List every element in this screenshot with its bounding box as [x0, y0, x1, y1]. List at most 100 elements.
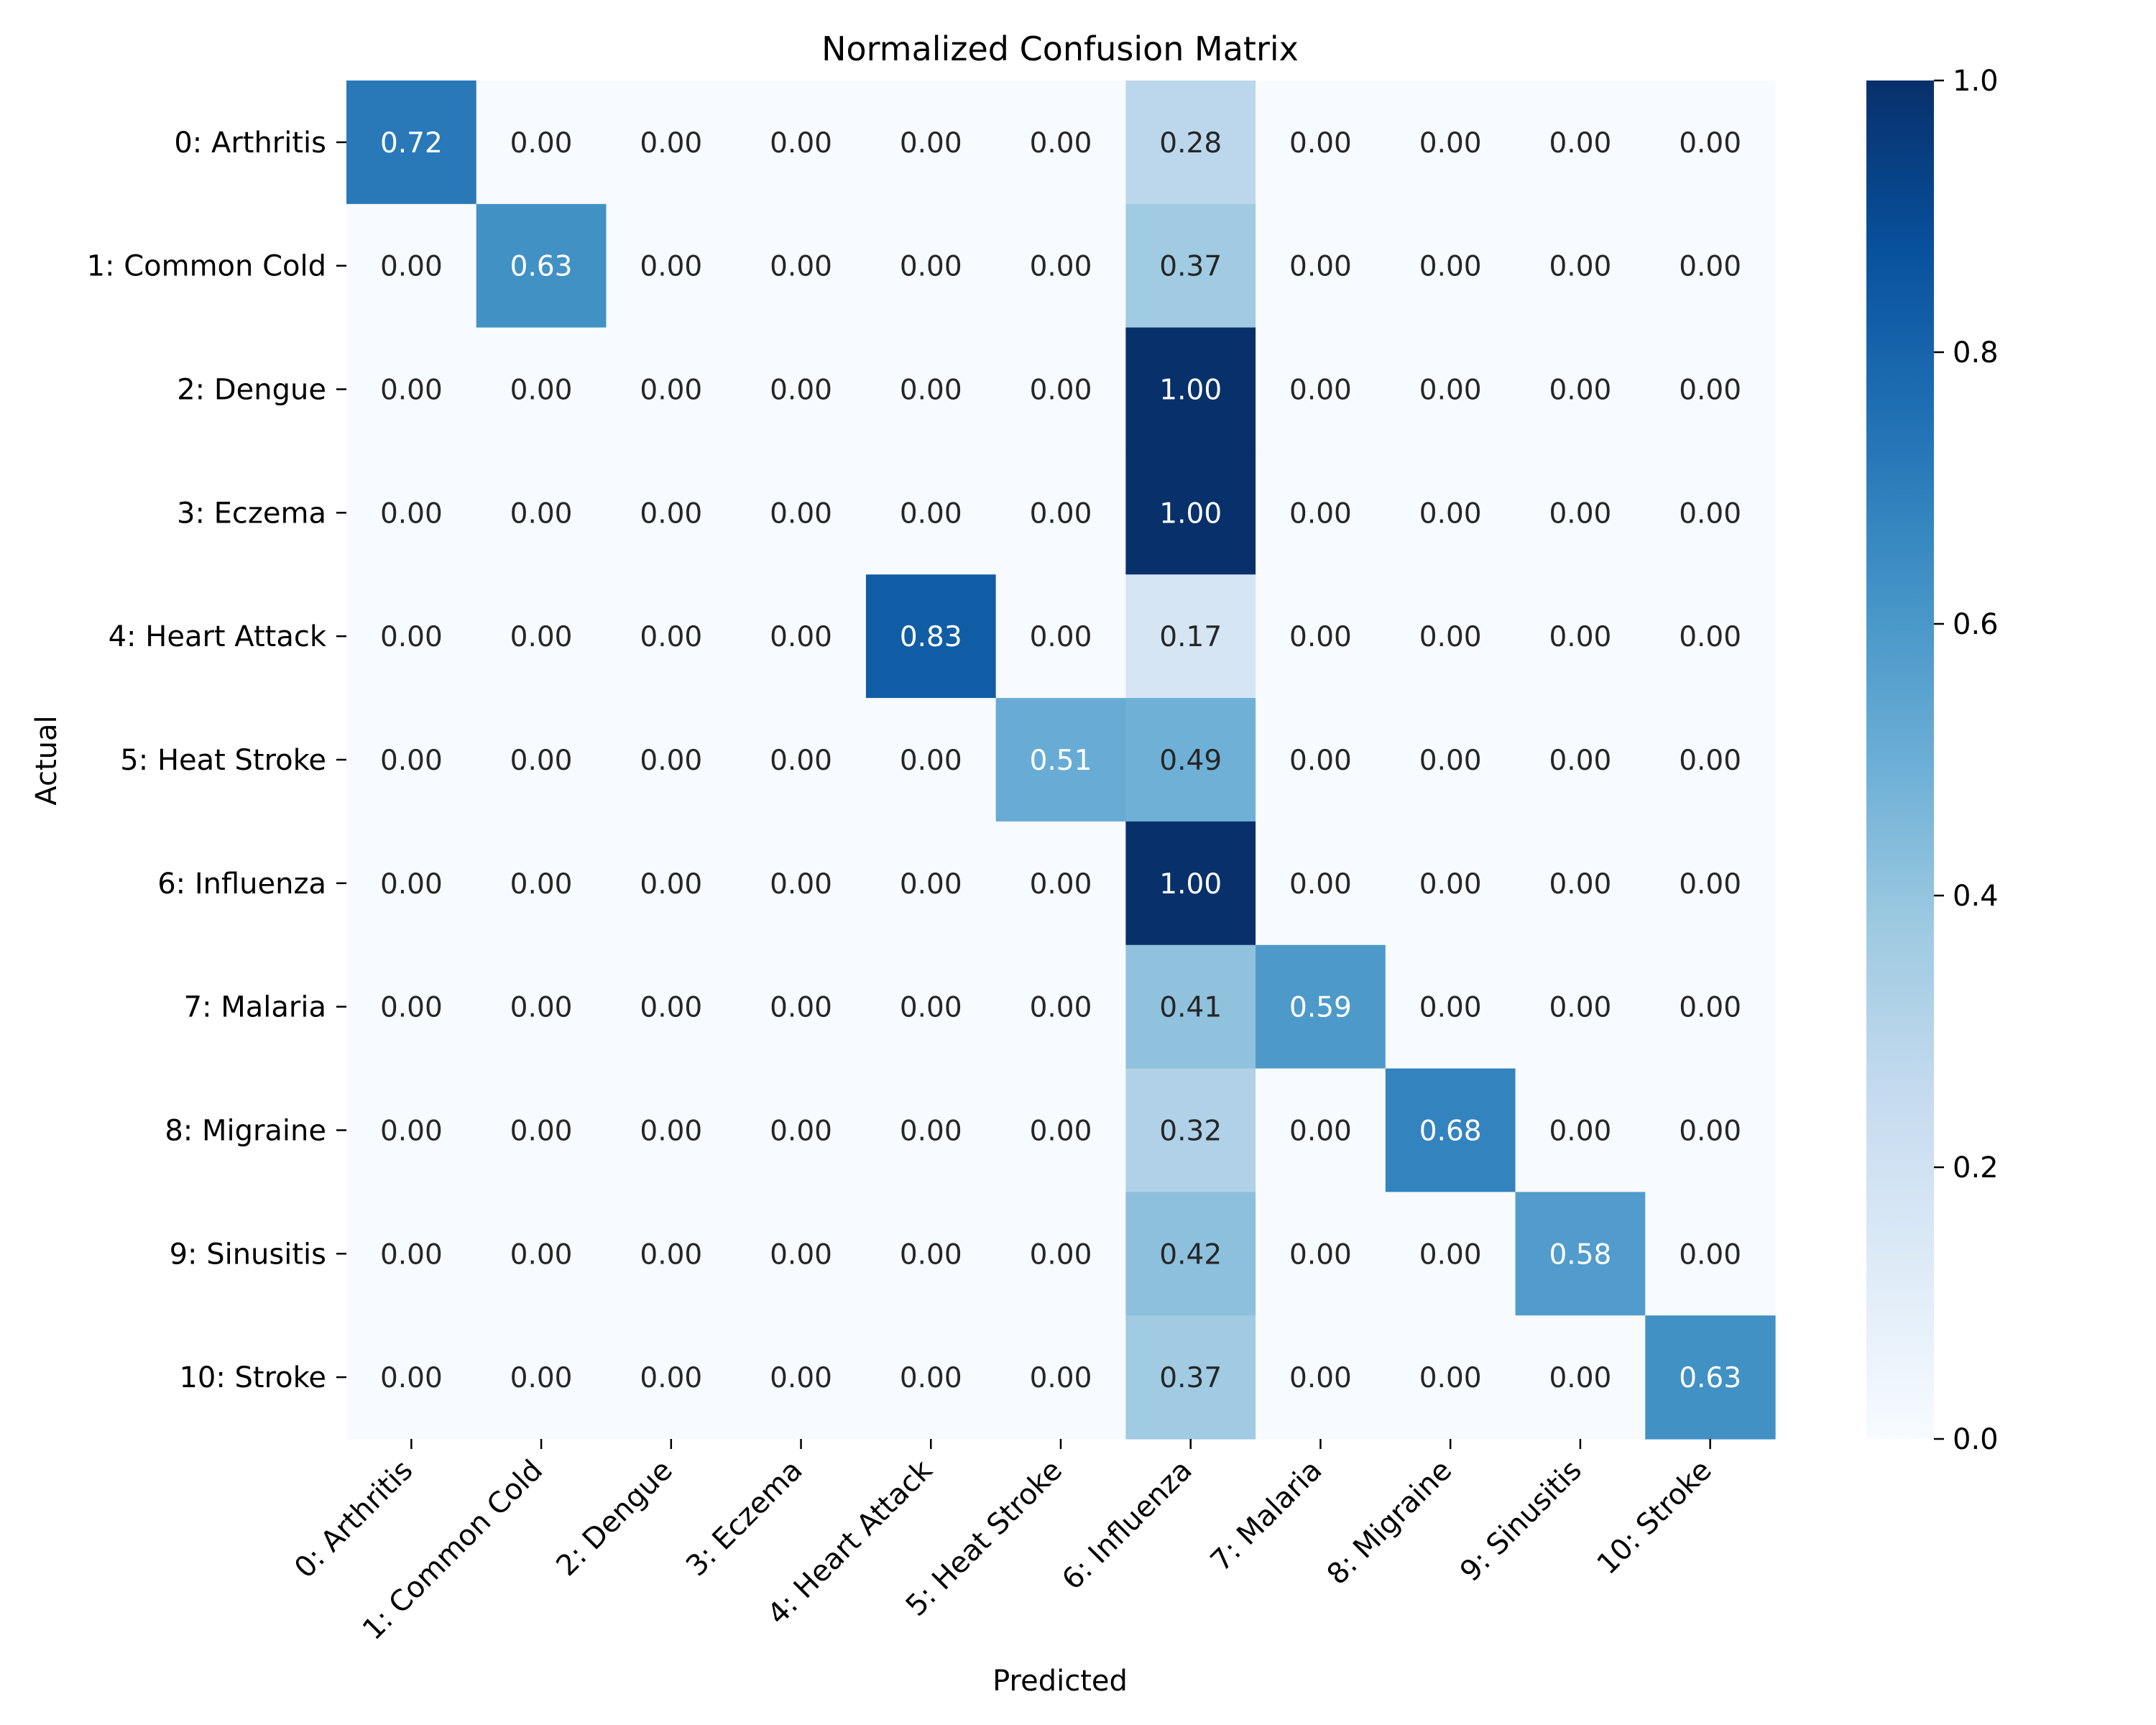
heatmap-cell-r8-c9	[1515, 1068, 1646, 1192]
heatmap-cell-r3-c1	[476, 451, 607, 575]
cell-value-label: 0.00	[1419, 745, 1482, 777]
cell-value-label: 0.00	[1679, 868, 1741, 901]
cell-value-label: 0.00	[1289, 497, 1352, 530]
cell-value-label: 0.72	[380, 127, 443, 160]
cell-value-label: 0.41	[1159, 992, 1222, 1024]
colorbar-tick-label: 0.0	[1953, 1423, 1999, 1456]
heatmap-cell-r7-c1	[476, 944, 607, 1070]
heatmap-cell-r8-c7	[1256, 1068, 1386, 1192]
chart-title: Normalized Confusion Matrix	[821, 29, 1299, 68]
cell-value-label: 0.00	[1679, 374, 1741, 407]
heatmap-cell-r2-c2	[606, 327, 737, 452]
cell-value-label: 0.00	[510, 745, 573, 777]
y-tick-label: 7: Malaria	[184, 991, 326, 1024]
heatmap-cell-r8-c6	[1125, 1068, 1256, 1192]
heatmap-cell-r2-c6	[1125, 327, 1256, 452]
heatmap-cell-r6-c8	[1385, 821, 1516, 946]
cell-value-label: 0.00	[640, 497, 702, 530]
y-axis-title: Actual	[30, 715, 63, 805]
heatmap-cell-r9-c0	[346, 1192, 477, 1316]
cell-value-label: 0.00	[380, 251, 443, 283]
heatmap-cell-r10-c10	[1645, 1315, 1776, 1440]
heatmap-cell-r8-c0	[346, 1068, 477, 1192]
cell-value-label: 0.00	[1030, 374, 1092, 407]
heatmap-cell-r3-c0	[346, 451, 477, 575]
heatmap-cell-r2-c10	[1645, 327, 1776, 452]
cell-value-label: 0.00	[1549, 745, 1611, 777]
cell-value-label: 0.00	[1419, 374, 1482, 407]
y-tick-label: 4: Heart Attack	[109, 620, 327, 653]
cell-value-label: 0.00	[510, 1115, 573, 1147]
cell-value-label: 0.00	[1679, 1115, 1741, 1147]
cell-value-label: 0.37	[1159, 251, 1222, 283]
heatmap-cell-r3-c6	[1125, 451, 1256, 575]
cell-value-label: 0.00	[900, 868, 962, 901]
cell-value-label: 0.00	[1549, 621, 1611, 653]
heatmap-cell-r0-c10	[1645, 80, 1776, 205]
cell-value-label: 0.00	[510, 1238, 573, 1271]
heatmap-cell-r1-c9	[1515, 203, 1646, 328]
heatmap-cell-r8-c5	[995, 1068, 1126, 1192]
heatmap-cell-r0-c2	[606, 80, 737, 205]
cell-value-label: 0.00	[1679, 992, 1741, 1024]
cell-value-label: 0.00	[1030, 497, 1092, 530]
cell-value-label: 0.00	[1289, 621, 1352, 653]
cell-value-label: 0.00	[640, 1362, 702, 1394]
cell-value-label: 0.00	[770, 745, 832, 777]
cell-value-label: 0.00	[380, 1115, 443, 1147]
heatmap-cell-r9-c10	[1645, 1192, 1776, 1316]
cell-value-label: 0.28	[1159, 127, 1222, 160]
cell-value-label: 0.00	[510, 374, 573, 407]
heatmap-cell-r4-c6	[1125, 574, 1256, 699]
heatmap-cell-r1-c4	[865, 203, 997, 328]
cell-value-label: 0.00	[1679, 251, 1741, 283]
cell-value-label: 0.00	[770, 1115, 832, 1147]
cell-value-label: 0.58	[1549, 1238, 1611, 1271]
cell-value-label: 0.00	[640, 621, 702, 653]
cell-value-label: 0.00	[900, 1115, 962, 1147]
cell-value-label: 0.00	[1549, 1362, 1611, 1394]
heatmap-cell-r10-c1	[476, 1315, 607, 1440]
heatmap-cell-r5-c10	[1645, 698, 1776, 822]
heatmap-cell-r8-c1	[476, 1068, 607, 1192]
cell-value-label: 0.00	[770, 1362, 832, 1394]
cell-value-label: 0.00	[1419, 621, 1482, 653]
heatmap-cell-r4-c3	[736, 574, 867, 699]
heatmap-cell-r5-c0	[346, 698, 477, 822]
heatmap-cell-r0-c8	[1385, 80, 1516, 205]
cell-value-label: 0.00	[640, 992, 702, 1024]
heatmap-cell-r6-c0	[346, 821, 477, 946]
cell-value-label: 0.00	[900, 497, 962, 530]
heatmap-cell-r10-c4	[865, 1315, 997, 1440]
heatmap-cell-r5-c4	[865, 698, 997, 822]
heatmap-cell-r5-c5	[995, 698, 1126, 822]
heatmap-cell-r4-c8	[1385, 574, 1516, 699]
cell-value-label: 0.00	[770, 127, 832, 160]
heatmap-cell-r10-c9	[1515, 1315, 1646, 1440]
y-tick-label: 6: Influenza	[157, 868, 326, 901]
cell-value-label: 0.00	[1289, 374, 1352, 407]
cell-value-label: 0.00	[1679, 621, 1741, 653]
cell-value-label: 0.63	[510, 251, 573, 283]
x-axis-title: Predicted	[992, 1665, 1128, 1698]
heatmap-cell-r1-c10	[1645, 203, 1776, 328]
heatmap-cell-r9-c6	[1125, 1192, 1256, 1316]
cell-value-label: 0.00	[510, 1362, 573, 1394]
cell-value-label: 0.00	[1679, 497, 1741, 530]
heatmap-cell-r6-c10	[1645, 821, 1776, 946]
cell-value-label: 0.63	[1679, 1362, 1741, 1394]
heatmap-cell-r8-c3	[736, 1068, 867, 1192]
y-tick-label: 5: Heat Stroke	[120, 744, 326, 777]
cell-value-label: 0.00	[640, 374, 702, 407]
heatmap-cells	[346, 80, 1776, 1440]
cell-value-label: 0.00	[1549, 992, 1611, 1024]
cell-value-label: 0.00	[1289, 745, 1352, 777]
heatmap-cell-r0-c7	[1256, 80, 1386, 205]
heatmap-cell-r3-c9	[1515, 451, 1646, 575]
heatmap-cell-r6-c7	[1256, 821, 1386, 946]
cell-value-label: 0.00	[640, 868, 702, 901]
heatmap-cell-r9-c8	[1385, 1192, 1516, 1316]
cell-value-label: 0.00	[380, 1362, 443, 1394]
heatmap-cell-r5-c8	[1385, 698, 1516, 822]
